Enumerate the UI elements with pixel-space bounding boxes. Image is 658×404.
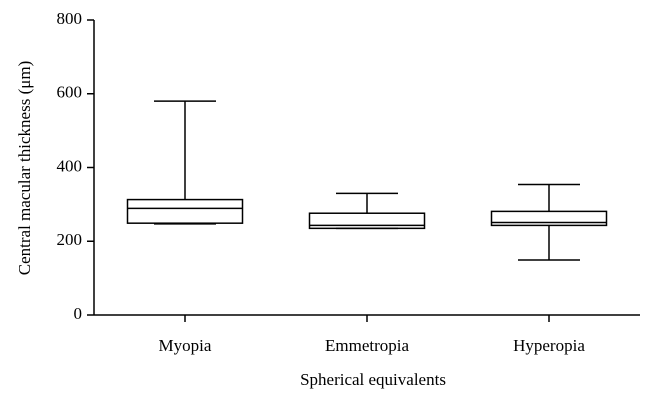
y-tick-label: 400 [57,156,83,175]
y-tick-label: 600 [57,83,83,102]
box [490,210,608,227]
x-tick-label: Myopia [159,336,212,355]
box [126,198,244,224]
y-axis-label: Central macular thickness (μm) [15,61,34,275]
y-tick-label: 800 [57,9,83,28]
x-tick-label: Hyperopia [513,336,585,355]
x-tick-label: Emmetropia [325,336,409,355]
box [308,212,426,230]
y-tick-label: 0 [74,304,83,323]
x-axis-label: Spherical equivalents [300,370,446,389]
y-tick-label: 200 [57,230,83,249]
